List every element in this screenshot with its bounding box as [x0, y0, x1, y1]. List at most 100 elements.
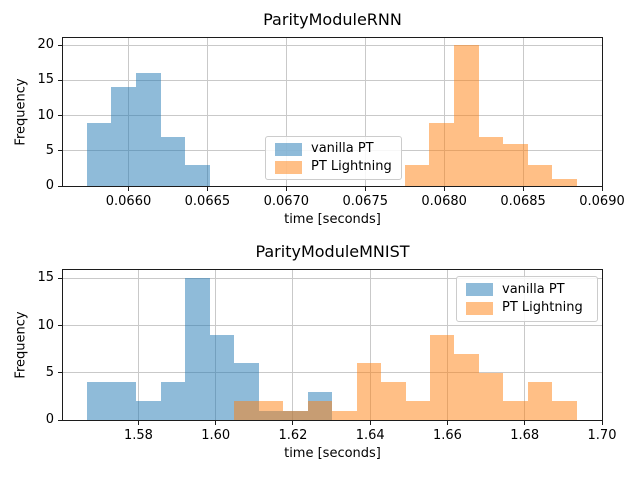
x-tick-mark	[292, 421, 294, 425]
x-tick-label: 1.68	[510, 428, 540, 443]
x-tick-label: 0.0680	[421, 194, 467, 209]
histogram-bar-vanilla_pt	[86, 382, 112, 420]
x-tick-mark	[206, 187, 208, 191]
x-axis-label: time [seconds]	[284, 446, 381, 461]
x-tick-mark	[128, 187, 129, 191]
histogram-bar-pt_lightning	[258, 401, 284, 420]
x-tick-mark	[364, 187, 366, 191]
y-tick-mark	[58, 44, 62, 46]
gridline-vertical	[524, 270, 526, 420]
x-tick-label: 0.0685	[500, 194, 546, 209]
histogram-bar-pt_lightning	[430, 335, 455, 420]
y-tick-mark	[58, 419, 62, 421]
x-tick-label: 1.66	[433, 428, 462, 443]
gridline-horizontal	[63, 79, 602, 81]
histogram-bar-vanilla_pt	[136, 73, 161, 186]
x-tick-mark	[285, 187, 287, 191]
y-tick-label: 20	[37, 37, 54, 53]
gridline-vertical	[522, 38, 524, 186]
y-tick-label: 0	[45, 178, 54, 193]
gridline-vertical	[292, 270, 294, 420]
legend-label-pt-lightning: PT Lightning	[311, 159, 392, 174]
legend-parity-module-rnn: vanilla PT PT Lightning	[265, 136, 402, 180]
y-tick-label: 5	[45, 142, 54, 158]
histogram-bar-pt_lightning	[307, 401, 333, 420]
chart-title-parity-module-rnn: ParityModuleRNN	[263, 10, 402, 29]
histogram-bar-pt_lightning	[405, 401, 431, 420]
x-tick-label: 0.0675	[342, 194, 389, 209]
legend-item-pt-lightning: PT Lightning	[275, 159, 392, 175]
histogram-bar-pt_lightning	[429, 122, 454, 186]
histogram-bar-pt_lightning	[234, 401, 259, 420]
x-tick-label: 0.0670	[263, 194, 310, 209]
chart-title-parity-module-mnist: ParityModuleMNIST	[255, 242, 410, 261]
histogram-bar-pt_lightning	[332, 410, 357, 420]
legend-item-vanilla-pt: vanilla PT	[466, 282, 588, 298]
histogram-bar-vanilla_pt	[111, 382, 137, 420]
y-tick-label: 15	[37, 270, 54, 286]
legend-swatch-pt-lightning-icon	[466, 301, 493, 315]
x-axis-label: time [seconds]	[284, 212, 381, 227]
gridline-vertical	[137, 270, 139, 420]
histogram-bar-pt_lightning	[356, 363, 382, 420]
x-tick-label: 0.0660	[105, 194, 152, 209]
y-tick-mark	[58, 325, 62, 327]
y-tick-mark	[58, 79, 62, 81]
histogram-bar-pt_lightning	[454, 353, 479, 420]
legend-item-vanilla-pt: vanilla PT	[275, 141, 392, 157]
histogram-bar-vanilla_pt	[160, 382, 186, 420]
gridline-horizontal	[63, 277, 602, 279]
histogram-bar-pt_lightning	[381, 382, 406, 420]
gridline-vertical	[369, 270, 371, 420]
histogram-bar-vanilla_pt	[185, 278, 210, 420]
histogram-bar-pt_lightning	[453, 45, 479, 186]
histogram-bar-vanilla_pt	[111, 87, 137, 186]
y-tick-label: 10	[37, 317, 54, 333]
gridline-vertical	[364, 38, 366, 186]
x-tick-label: 0.0690	[579, 194, 625, 209]
x-tick-mark	[443, 187, 445, 191]
y-tick-label: 10	[37, 107, 54, 123]
histogram-bar-pt_lightning	[478, 372, 504, 420]
gridline-horizontal	[63, 372, 602, 374]
y-tick-mark	[58, 150, 62, 152]
x-tick-label: 1.60	[201, 428, 231, 443]
legend-swatch-vanilla-pt-icon	[466, 283, 493, 297]
y-tick-mark	[58, 372, 62, 374]
y-tick-label: 0	[45, 412, 54, 427]
gridline-vertical	[206, 38, 208, 186]
histogram-bar-vanilla_pt	[209, 335, 235, 420]
legend-label-vanilla-pt: vanilla PT	[311, 141, 374, 156]
histogram-bar-vanilla_pt	[185, 164, 210, 186]
histogram-bar-pt_lightning	[283, 410, 308, 420]
gridline-vertical	[285, 38, 287, 186]
y-tick-mark	[58, 277, 62, 279]
histogram-bar-pt_lightning	[552, 401, 577, 420]
x-tick-mark	[601, 421, 603, 425]
x-tick-mark	[601, 187, 603, 191]
histogram-bar-pt_lightning	[503, 143, 528, 186]
y-tick-mark	[58, 185, 62, 187]
x-tick-mark	[524, 421, 526, 425]
legend-item-pt-lightning: PT Lightning	[466, 300, 588, 316]
x-tick-label: 1.64	[355, 428, 385, 443]
x-tick-label: 1.62	[278, 428, 308, 443]
x-tick-mark	[215, 421, 217, 425]
x-tick-label: 1.70	[587, 428, 617, 443]
x-tick-mark	[369, 421, 371, 425]
histogram-bar-vanilla_pt	[86, 122, 112, 186]
x-tick-label: 1.58	[123, 428, 153, 443]
gridline-horizontal	[63, 325, 602, 327]
histogram-bar-vanilla_pt	[160, 136, 186, 186]
y-tick-label: 15	[37, 72, 54, 88]
legend-parity-module-mnist: vanilla PT PT Lightning	[456, 276, 598, 322]
legend-label-pt-lightning: PT Lightning	[502, 300, 583, 316]
gridline-horizontal	[63, 115, 602, 117]
gridline-vertical	[443, 38, 445, 186]
y-tick-mark	[58, 115, 62, 117]
gridline-horizontal	[63, 44, 602, 46]
legend-label-vanilla-pt: vanilla PT	[502, 281, 565, 297]
histogram-bar-pt_lightning	[503, 401, 528, 420]
histogram-bar-pt_lightning	[527, 164, 553, 186]
